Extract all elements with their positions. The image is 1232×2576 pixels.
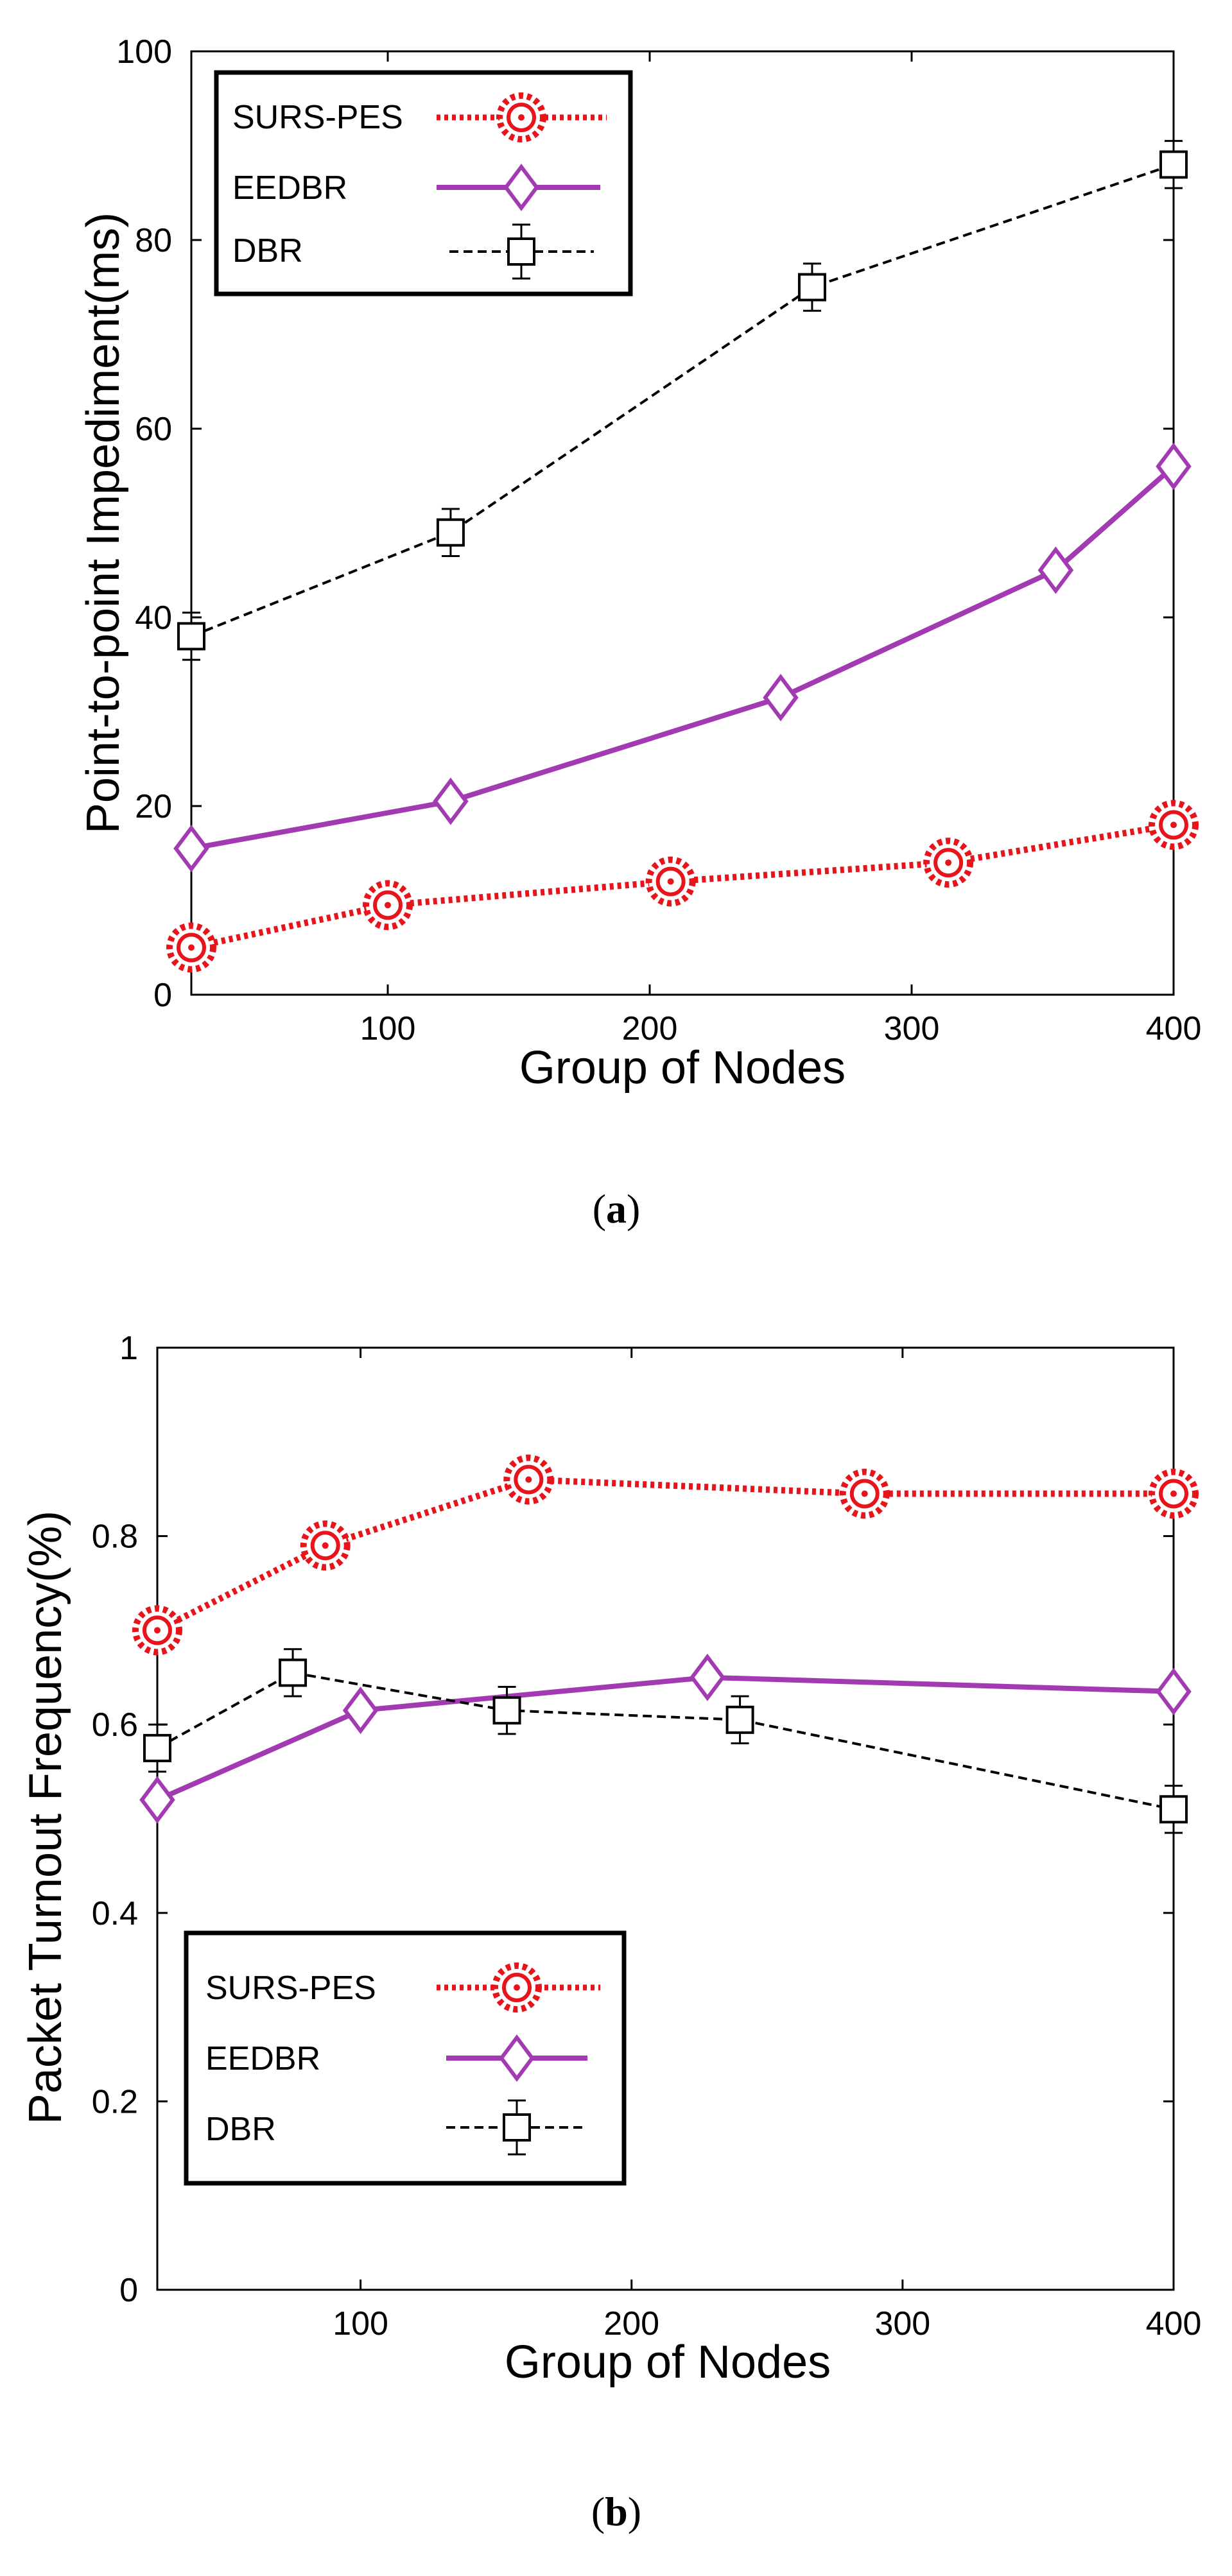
chart-a-point-dbr-2 xyxy=(797,273,826,302)
chart-a-point-dbr-1 xyxy=(436,518,465,547)
chart-a-series-line-eedbr xyxy=(191,464,1176,852)
chart-a-y-tick-label-0: 0 xyxy=(153,977,172,1014)
chart-b-legend-label-dbr: DBR xyxy=(205,2111,276,2148)
chart-b-caption-letter: b xyxy=(605,2489,628,2534)
chart-b-series-line-dbr xyxy=(157,1671,1174,1811)
chart-a-caption: (a) xyxy=(593,1186,641,1232)
chart-b-point-surs-pes-1 xyxy=(300,1520,351,1571)
chart-b-point-surs-pes-4 xyxy=(1149,1468,1199,1519)
chart-a-legend-marker-dbr xyxy=(507,223,535,280)
chart-b-point-dbr-4 xyxy=(1159,1795,1188,1824)
chart-a-point-eedbr-1 xyxy=(433,777,469,825)
chart-b-point-surs-pes-2 xyxy=(503,1454,554,1505)
chart-b-legend: SURS-PES EEDBR DBR xyxy=(184,1930,627,2186)
chart-b-point-eedbr-3 xyxy=(1156,1667,1192,1715)
chart-a-y-axis-label: Point-to-point Impediment(ms) xyxy=(78,212,129,834)
chart-b-y-tick-label-1: 0.2 xyxy=(92,2083,138,2120)
chart-b-legend-marker-dbr xyxy=(503,2099,531,2156)
chart-a-point-dbr-0 xyxy=(177,622,205,651)
chart-a-point-eedbr-0 xyxy=(173,825,209,873)
chart-b-legend-label-surs-pes: SURS-PES xyxy=(205,1970,376,2007)
chart-a-y-tick-label-2: 40 xyxy=(135,599,172,637)
chart-a-x-tick-label-0: 100 xyxy=(360,1010,416,1047)
chart-a-x-tick-label-2: 300 xyxy=(884,1010,940,1047)
chart-a-legend-box xyxy=(214,70,633,296)
chart-a-point-dbr-3 xyxy=(1159,150,1188,179)
chart-b-point-dbr-0 xyxy=(143,1733,171,1762)
chart-b: 0 0.2 0.4 0.6 0.8 1 100 200 300 400 Packet Turnou… xyxy=(20,1330,1201,2534)
chart-a-series xyxy=(166,140,1199,973)
chart-a-caption-letter: a xyxy=(606,1186,627,1232)
chart-a-point-eedbr-4 xyxy=(1156,442,1192,490)
chart-b-point-eedbr-2 xyxy=(690,1653,725,1701)
chart-a-legend: SURS-PES EEDBR DBR xyxy=(214,70,633,296)
chart-b-y-tick-label-0: 0 xyxy=(119,2272,138,2309)
chart-b-x-axis-label: Group of Nodes xyxy=(505,2337,831,2388)
chart-a-series-line-surs-pes xyxy=(190,821,1174,951)
chart-a-point-surs-pes-0 xyxy=(166,922,216,973)
chart-b-x-tick-label-0: 100 xyxy=(333,2305,388,2342)
chart-b-y-tick-label-4: 0.8 xyxy=(92,1518,138,1556)
chart-a-x-tick-label-3: 400 xyxy=(1146,1010,1202,1047)
chart-b-point-eedbr-0 xyxy=(139,1776,175,1824)
chart-a-point-eedbr-2 xyxy=(763,673,799,721)
chart-a-y-tick-label-4: 80 xyxy=(135,222,172,259)
chart-a-point-eedbr-3 xyxy=(1037,546,1074,594)
chart-a-legend-label-dbr: DBR xyxy=(232,232,303,270)
chart-b-series-line-eedbr xyxy=(156,1674,1174,1803)
chart-b-legend-glyph-1 xyxy=(499,2034,535,2082)
chart-b-point-dbr-3 xyxy=(725,1705,754,1734)
chart-b-series xyxy=(132,1454,1199,1834)
chart-b-point-dbr-2 xyxy=(492,1696,521,1725)
chart-a-legend-marker-eedbr xyxy=(503,164,539,211)
chart-b-legend-glyph-0 xyxy=(492,1962,542,2013)
chart-a-legend-glyph-0 xyxy=(496,92,546,142)
chart-a-legend-label-eedbr: EEDBR xyxy=(232,169,347,207)
chart-b-point-dbr-1 xyxy=(279,1658,308,1687)
chart-b-point-surs-pes-3 xyxy=(839,1468,890,1519)
chart-b-x-tick-label-3: 400 xyxy=(1146,2305,1202,2342)
chart-b-caption: (b) xyxy=(591,2489,641,2534)
chart-a-y-tick-label-3: 60 xyxy=(135,411,172,448)
chart-b-legend-marker-eedbr xyxy=(499,2034,535,2082)
chart-a-legend-glyph-2 xyxy=(507,237,535,266)
chart-b-ticks: 0 0.2 0.4 0.6 0.8 1 100 200 300 400 xyxy=(92,1330,1202,2342)
chart-b-x-tick-label-1: 200 xyxy=(603,2305,659,2342)
chart-a-x-axis-label: Group of Nodes xyxy=(519,1042,846,1094)
chart-a-ticks: 0 20 40 60 80 100 100 200 300 400 xyxy=(116,33,1201,1047)
chart-a-plot-frame xyxy=(190,50,1175,996)
chart-a-legend-glyph-1 xyxy=(503,164,539,211)
chart-b-legend-marker-surs-pes xyxy=(492,1962,542,2013)
chart-b-y-axis-label: Packet Turnout Frequency(%) xyxy=(20,1511,71,2124)
chart-a-y-tick-label-1: 20 xyxy=(135,788,172,825)
chart-a-point-surs-pes-3 xyxy=(923,837,974,888)
chart-b-point-eedbr-1 xyxy=(342,1687,379,1735)
chart-b-y-tick-label-2: 0.4 xyxy=(92,1895,138,1932)
chart-a-y-tick-label-5: 100 xyxy=(116,33,172,71)
chart-a-series-line-dbr xyxy=(191,163,1174,638)
chart-b-y-tick-label-3: 0.6 xyxy=(92,1706,138,1744)
chart-b-legend-label-eedbr: EEDBR xyxy=(205,2040,320,2077)
chart-a-x-tick-label-1: 200 xyxy=(622,1010,678,1047)
chart-a-point-surs-pes-4 xyxy=(1149,800,1199,850)
chart-a-point-surs-pes-2 xyxy=(645,856,696,907)
chart-a: 0 20 40 60 80 100 100 200 300 400 Point-to-point … xyxy=(78,33,1201,1232)
chart-a-legend-marker-surs-pes xyxy=(496,92,546,142)
chart-b-y-tick-label-5: 1 xyxy=(119,1330,138,1367)
chart-b-point-surs-pes-0 xyxy=(132,1605,182,1656)
chart-b-x-tick-label-2: 300 xyxy=(874,2305,930,2342)
chart-b-legend-glyph-2 xyxy=(503,2113,531,2142)
chart-a-point-surs-pes-1 xyxy=(363,880,413,931)
chart-a-legend-label-surs-pes: SURS-PES xyxy=(232,99,403,136)
